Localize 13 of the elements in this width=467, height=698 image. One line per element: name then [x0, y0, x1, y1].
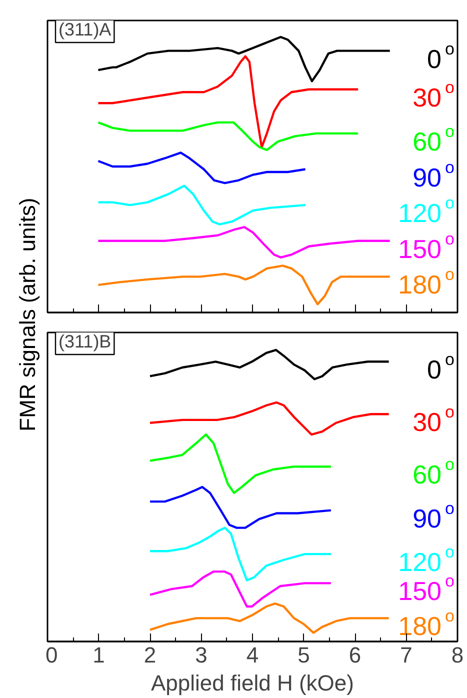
- x-tick-label: 7: [400, 642, 412, 668]
- x-tick-label: 5: [298, 642, 310, 668]
- x-axis-title: Applied field H (kOe): [151, 670, 354, 696]
- x-tick-label: 4: [246, 642, 259, 668]
- x-tick-label: 3: [195, 642, 208, 668]
- chart-title: (311)A: [58, 20, 112, 40]
- chart-title: (311)B: [58, 332, 112, 352]
- y-axis-title: FMR signals (arb. units): [15, 198, 40, 432]
- x-tick-label: 8: [451, 642, 464, 668]
- x-tick-label: 2: [144, 642, 156, 668]
- x-tick-label: 0: [46, 642, 58, 668]
- x-tick-label: 1: [92, 642, 105, 668]
- x-tick-label: 6: [348, 642, 362, 668]
